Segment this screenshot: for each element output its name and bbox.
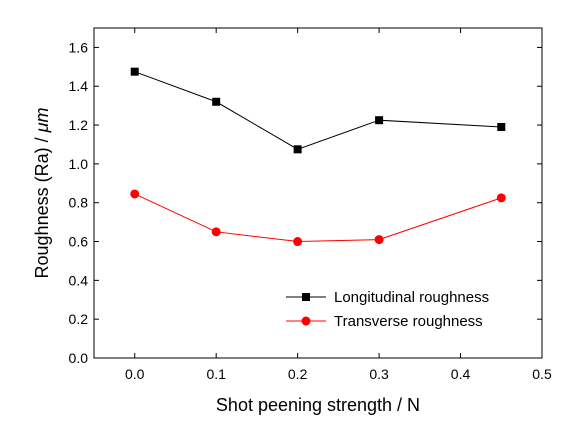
y-tick-label: 0.4 [69, 272, 89, 288]
x-tick-label: 0.5 [532, 366, 552, 382]
y-tick-label: 1.4 [69, 78, 89, 94]
x-tick-label: 0.0 [125, 366, 145, 382]
axis-ticks: 0.0 0.1 0.2 0.3 0.4 0.5 0.0 0.2 0.4 0.6 0.8 1.0 1.2 1… [69, 28, 552, 382]
x-tick-label: 0.3 [369, 366, 389, 382]
series-layer [130, 67, 506, 247]
y-tick-label: 1.0 [69, 156, 89, 172]
x-axis-title: Shot peening strength / N [216, 395, 420, 415]
legend-label-transverse: Transverse roughness [334, 313, 483, 330]
series-line-transverse [134, 193, 502, 243]
y-tick-label: 1.6 [69, 39, 89, 55]
data-point-transverse [211, 227, 221, 237]
data-point-transverse [374, 235, 384, 245]
x-tick-label: 0.2 [288, 366, 308, 382]
y-axis-title-unit: μm [32, 108, 52, 134]
data-point-longitudinal [293, 145, 302, 154]
legend-label-longitudinal: Longitudinal roughness [334, 289, 489, 306]
data-point-transverse [130, 189, 140, 199]
y-axis-title-text: Roughness (Ra) / [32, 132, 52, 278]
legend-marker-transverse [301, 316, 311, 326]
legend-marker-longitudinal [302, 293, 310, 301]
legend: Longitudinal roughness Transverse roughn… [286, 289, 489, 330]
data-point-transverse [293, 237, 303, 247]
y-tick-label: 0.6 [69, 234, 89, 250]
plot-frame [93, 27, 543, 359]
y-tick-label: 0.2 [69, 311, 89, 327]
data-point-longitudinal [375, 116, 384, 125]
y-tick-label: 1.2 [69, 117, 89, 133]
x-tick-label: 0.1 [206, 366, 226, 382]
y-tick-label: 0.0 [69, 350, 89, 366]
data-point-longitudinal [130, 67, 139, 76]
x-tick-label: 0.4 [451, 366, 471, 382]
y-tick-label: 0.8 [69, 195, 89, 211]
data-point-transverse [496, 193, 506, 203]
data-point-longitudinal [497, 123, 506, 131]
series-line-longitudinal [134, 71, 502, 150]
data-point-longitudinal [212, 97, 221, 106]
y-axis-title: Roughness (Ra) / μm [32, 108, 52, 279]
